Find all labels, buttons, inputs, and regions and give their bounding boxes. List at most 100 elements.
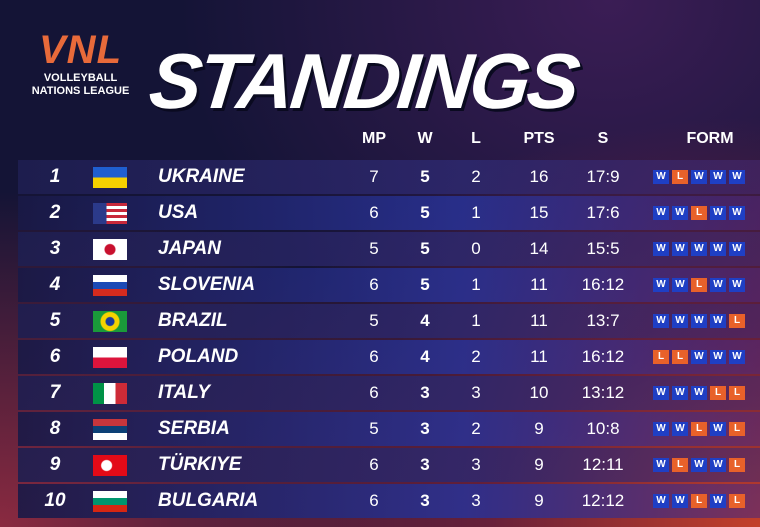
flag	[93, 203, 127, 224]
stat-s: 12:11	[582, 455, 624, 474]
form-result: W	[653, 386, 669, 400]
stat-mp: 6	[369, 203, 379, 222]
standing-row: 3 JAPAN 5 5 0 14 15:5 W W W W W	[18, 232, 760, 266]
form-result: L	[729, 314, 745, 328]
stat-w: 5	[420, 203, 430, 222]
stat-mp: 5	[369, 239, 379, 258]
form-result: W	[729, 170, 745, 184]
column-header: S	[597, 130, 609, 147]
logo-line: NATIONS LEAGUE	[31, 85, 130, 97]
stat-l: 2	[471, 167, 481, 186]
form-result: W	[672, 314, 688, 328]
rank: 6	[49, 346, 61, 367]
standing-row: 8 SERBIA 5 3 2 9 10:8 W W L W L	[18, 412, 760, 446]
stat-pts: 11	[530, 275, 548, 294]
flag	[93, 239, 127, 260]
form-result: L	[729, 458, 745, 472]
stat-mp: 6	[369, 491, 379, 510]
stat-pts: 9	[534, 455, 544, 474]
team-name: ITALY	[158, 382, 211, 403]
rank: 8	[49, 418, 61, 439]
flag	[93, 311, 127, 332]
stat-s: 15:5	[586, 239, 620, 258]
flag	[93, 419, 127, 440]
rank: 7	[49, 382, 61, 403]
stat-w: 3	[420, 419, 430, 438]
team-name: JAPAN	[158, 238, 221, 259]
team-name: USA	[158, 202, 199, 223]
stat-s: 13:12	[581, 383, 625, 402]
flag	[93, 383, 127, 404]
stat-l: 0	[471, 239, 481, 258]
stat-mp: 6	[369, 347, 379, 366]
column-header: PTS	[523, 130, 555, 147]
column-header: FORM	[686, 130, 734, 147]
stat-l: 2	[471, 347, 481, 366]
standing-row: 6 POLAND 6 4 2 11 16:12 L L W W W	[18, 340, 760, 374]
stat-l: 3	[471, 491, 481, 510]
form-result: W	[653, 494, 669, 508]
rank: 3	[49, 238, 61, 259]
stat-pts: 16	[529, 167, 549, 186]
stat-w: 5	[420, 167, 430, 186]
stat-pts: 10	[529, 383, 549, 402]
flag	[93, 347, 127, 368]
standings-table: 1 UKRAINE 7 5 2 16 17:9 W L W W W 2 USA 6 5 1 15 17:6 W W L W W…	[18, 160, 760, 520]
form-result: L	[710, 386, 726, 400]
form-result: W	[672, 242, 688, 256]
form-result: W	[710, 170, 726, 184]
logo-line: VOLLEYBALL	[43, 72, 118, 84]
stat-s: 16:12	[581, 275, 625, 294]
stat-pts: 11	[530, 311, 548, 330]
team-name: BULGARIA	[158, 490, 259, 511]
team-name: UKRAINE	[158, 166, 245, 187]
form-result: W	[672, 206, 688, 220]
stat-w: 4	[420, 311, 430, 330]
rank: 1	[49, 166, 61, 187]
stat-s: 17:6	[586, 203, 620, 222]
stat-mp: 6	[369, 455, 379, 474]
stat-l: 1	[471, 203, 481, 222]
form-result: W	[710, 458, 726, 472]
form-result: W	[672, 494, 688, 508]
form-result: L	[691, 494, 707, 508]
form-result: L	[691, 422, 707, 436]
team-name: POLAND	[158, 346, 239, 367]
rank: 2	[49, 202, 61, 223]
column-header: W	[417, 130, 433, 147]
form-result: W	[653, 170, 669, 184]
standing-row: 2 USA 6 5 1 15 17:6 W W L W W	[18, 196, 760, 230]
flag	[93, 167, 127, 188]
rank: 10	[44, 490, 66, 511]
form-result: L	[729, 386, 745, 400]
stat-pts: 9	[534, 419, 544, 438]
form-result: W	[691, 458, 707, 472]
form-result: L	[691, 278, 707, 292]
form-result: W	[672, 422, 688, 436]
stat-l: 2	[471, 419, 481, 438]
form-result: W	[710, 314, 726, 328]
form-result: L	[653, 350, 669, 364]
standing-row: 10 BULGARIA 6 3 3 9 12:12 W W L W L	[18, 484, 760, 518]
form-result: W	[729, 242, 745, 256]
form-result: W	[710, 206, 726, 220]
stat-w: 3	[420, 455, 430, 474]
form-result: W	[691, 242, 707, 256]
column-header: L	[471, 130, 481, 147]
form-result: W	[653, 206, 669, 220]
stat-w: 3	[420, 383, 430, 402]
team-name: SLOVENIA	[158, 274, 256, 295]
form-result: W	[653, 278, 669, 292]
stat-mp: 6	[369, 383, 379, 402]
stat-s: 12:12	[581, 491, 625, 510]
form-result: W	[691, 170, 707, 184]
